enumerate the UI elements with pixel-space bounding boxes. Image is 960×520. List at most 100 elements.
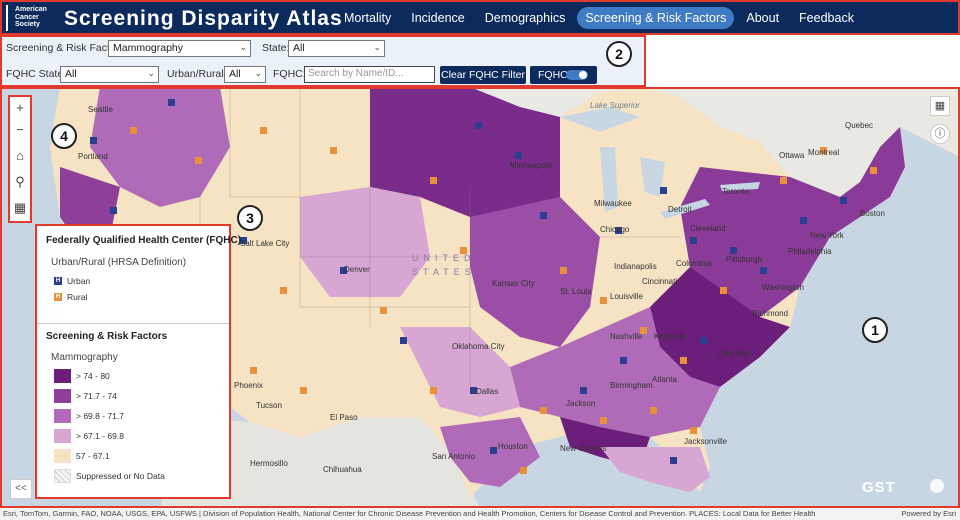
fqhc-urban-marker[interactable] (730, 247, 737, 254)
fqhc-rural-marker[interactable] (870, 167, 877, 174)
fqhc-rural-marker[interactable] (560, 267, 567, 274)
logo-text: American Cancer Society (15, 6, 47, 28)
nav-mortality[interactable]: Mortality (344, 11, 392, 25)
urban-rural-label: Urban/Rural: (167, 68, 227, 80)
callout-4: 4 (51, 123, 77, 149)
fqhc-urban-marker[interactable] (540, 212, 547, 219)
powered-by-esri-link[interactable]: Powered by Esri (901, 509, 956, 518)
fqhc-urban-marker[interactable] (515, 152, 522, 159)
urban-rural-select[interactable]: All ⌄ (224, 66, 266, 83)
place-label-el-paso: El Paso (330, 413, 358, 422)
fqhc-urban-marker[interactable] (800, 217, 807, 224)
fqhc-urban-marker[interactable] (470, 387, 477, 394)
fqhc-urban-marker[interactable] (670, 457, 677, 464)
fqhc-urban-marker[interactable] (400, 337, 407, 344)
legend-toggle-button[interactable]: ▦ (11, 199, 29, 217)
nav-demographics[interactable]: Demographics (484, 11, 566, 25)
region-northeast (680, 127, 905, 317)
fqhc-rural-marker[interactable] (280, 287, 287, 294)
fqhc-rural-marker[interactable] (195, 157, 202, 164)
fqhc-urban-marker[interactable] (168, 99, 175, 106)
nav-incidence[interactable]: Incidence (411, 11, 465, 25)
fqhc-urban-marker[interactable] (660, 187, 667, 194)
fqhc-rural-marker[interactable] (130, 127, 137, 134)
fqhc-urban-marker[interactable] (110, 207, 117, 214)
state-select[interactable]: All ⌄ (288, 40, 385, 57)
fqhc-rural-marker[interactable] (520, 467, 527, 474)
region-florida-north (600, 447, 710, 492)
fqhc-rural-icon: H (54, 293, 62, 301)
layers-icon: ▦ (934, 100, 946, 112)
home-button[interactable]: ⌂ (11, 147, 29, 165)
fqhc-urban-marker[interactable] (475, 122, 482, 129)
fqhc-urban-marker[interactable] (690, 237, 697, 244)
zoom-out-button[interactable]: − (16, 122, 24, 137)
fqhc-rural-marker[interactable] (260, 127, 267, 134)
fqhc-urban-marker[interactable] (580, 387, 587, 394)
fqhc-rural-markers[interactable] (130, 127, 877, 474)
fqhc-rural-marker[interactable] (380, 307, 387, 314)
toggle-switch-icon (566, 70, 588, 80)
fqhc-urban-marker[interactable] (240, 237, 247, 244)
esri-logo-icon (930, 479, 944, 493)
place-label-philadelphia: Philadelphia (788, 247, 832, 256)
info-icon: ⓘ (934, 128, 946, 140)
fqhc-rural-marker[interactable] (430, 177, 437, 184)
lake-superior (560, 107, 640, 132)
fqhc-urban-marker[interactable] (615, 227, 622, 234)
fqhc-rural-marker[interactable] (690, 427, 697, 434)
fqhc-urban-marker[interactable] (700, 337, 707, 344)
choropleth-map[interactable] (0, 87, 960, 508)
place-label-quebec: Quebec (845, 121, 874, 130)
acs-logo[interactable]: American Cancer Society (6, 5, 54, 33)
fqhc-search-input[interactable]: Search by Name/ID... (304, 66, 435, 83)
fqhc-rural-marker[interactable] (330, 147, 337, 154)
fqhc-rural-marker[interactable] (650, 407, 657, 414)
clear-fqhc-filter-button[interactable]: Clear FQHC Filter (440, 66, 526, 84)
fqhc-rural-marker[interactable] (600, 297, 607, 304)
fqhc-state-select[interactable]: All ⌄ (60, 66, 159, 83)
fqhc-rural-marker[interactable] (780, 177, 787, 184)
map-view[interactable]: Seattle Portland Minneapolis Milwaukee C… (0, 87, 960, 508)
collapse-panel-button[interactable]: << (10, 479, 32, 499)
fqhc-toggle-button[interactable]: FQHC (530, 66, 597, 84)
info-button[interactable]: ⓘ (930, 124, 950, 144)
place-label-jackson: Jackson (566, 399, 596, 408)
fqhc-urban-markers[interactable] (90, 99, 847, 464)
fqhc-rural-marker[interactable] (300, 387, 307, 394)
place-label-ottawa: Ottawa (779, 151, 805, 160)
fqhc-urban-marker[interactable] (620, 357, 627, 364)
fqhc-urban-marker[interactable] (840, 197, 847, 204)
fqhc-rural-marker[interactable] (600, 417, 607, 424)
basemap-gallery-button[interactable]: ▦ (930, 96, 950, 116)
fqhc-rural-marker[interactable] (540, 407, 547, 414)
callout-2: 2 (606, 41, 632, 67)
zoom-in-button[interactable]: + (16, 100, 24, 115)
place-label-indianapolis: Indianapolis (614, 262, 657, 271)
fqhc-rural-marker[interactable] (460, 247, 467, 254)
place-label-richmond: Richmond (752, 309, 789, 318)
place-label-houston: Houston (498, 442, 528, 451)
place-label-montreal: Montreal (808, 148, 840, 157)
nav-screening-risk-factors[interactable]: Screening & Risk Factors (577, 7, 735, 29)
fqhc-rural-marker[interactable] (430, 387, 437, 394)
risk-factor-select[interactable]: Mammography ⌄ (108, 40, 251, 57)
fqhc-urban-marker[interactable] (90, 137, 97, 144)
country-label-line1: UNITED (412, 253, 476, 263)
fqhc-urban-marker[interactable] (490, 447, 497, 454)
fqhc-rural-marker[interactable] (720, 287, 727, 294)
nav-feedback[interactable]: Feedback (799, 11, 854, 25)
fqhc-rural-marker[interactable] (640, 327, 647, 334)
fqhc-markers[interactable] (90, 99, 877, 474)
search-button[interactable]: ⚲ (11, 173, 29, 191)
fqhc-urban-marker[interactable] (760, 267, 767, 274)
fqhc-rural-marker[interactable] (250, 367, 257, 374)
main-nav: Mortality Incidence Demographics Screeni… (336, 7, 866, 31)
legend-class-label: > 71.7 - 74 (76, 391, 117, 401)
fqhc-rural-marker[interactable] (820, 147, 827, 154)
fqhc-rural-marker[interactable] (680, 357, 687, 364)
country-label-line2: STATES (412, 267, 476, 277)
place-label-charlotte: Charlotte (718, 349, 751, 358)
nav-about[interactable]: About (746, 11, 780, 25)
fqhc-urban-marker[interactable] (340, 267, 347, 274)
